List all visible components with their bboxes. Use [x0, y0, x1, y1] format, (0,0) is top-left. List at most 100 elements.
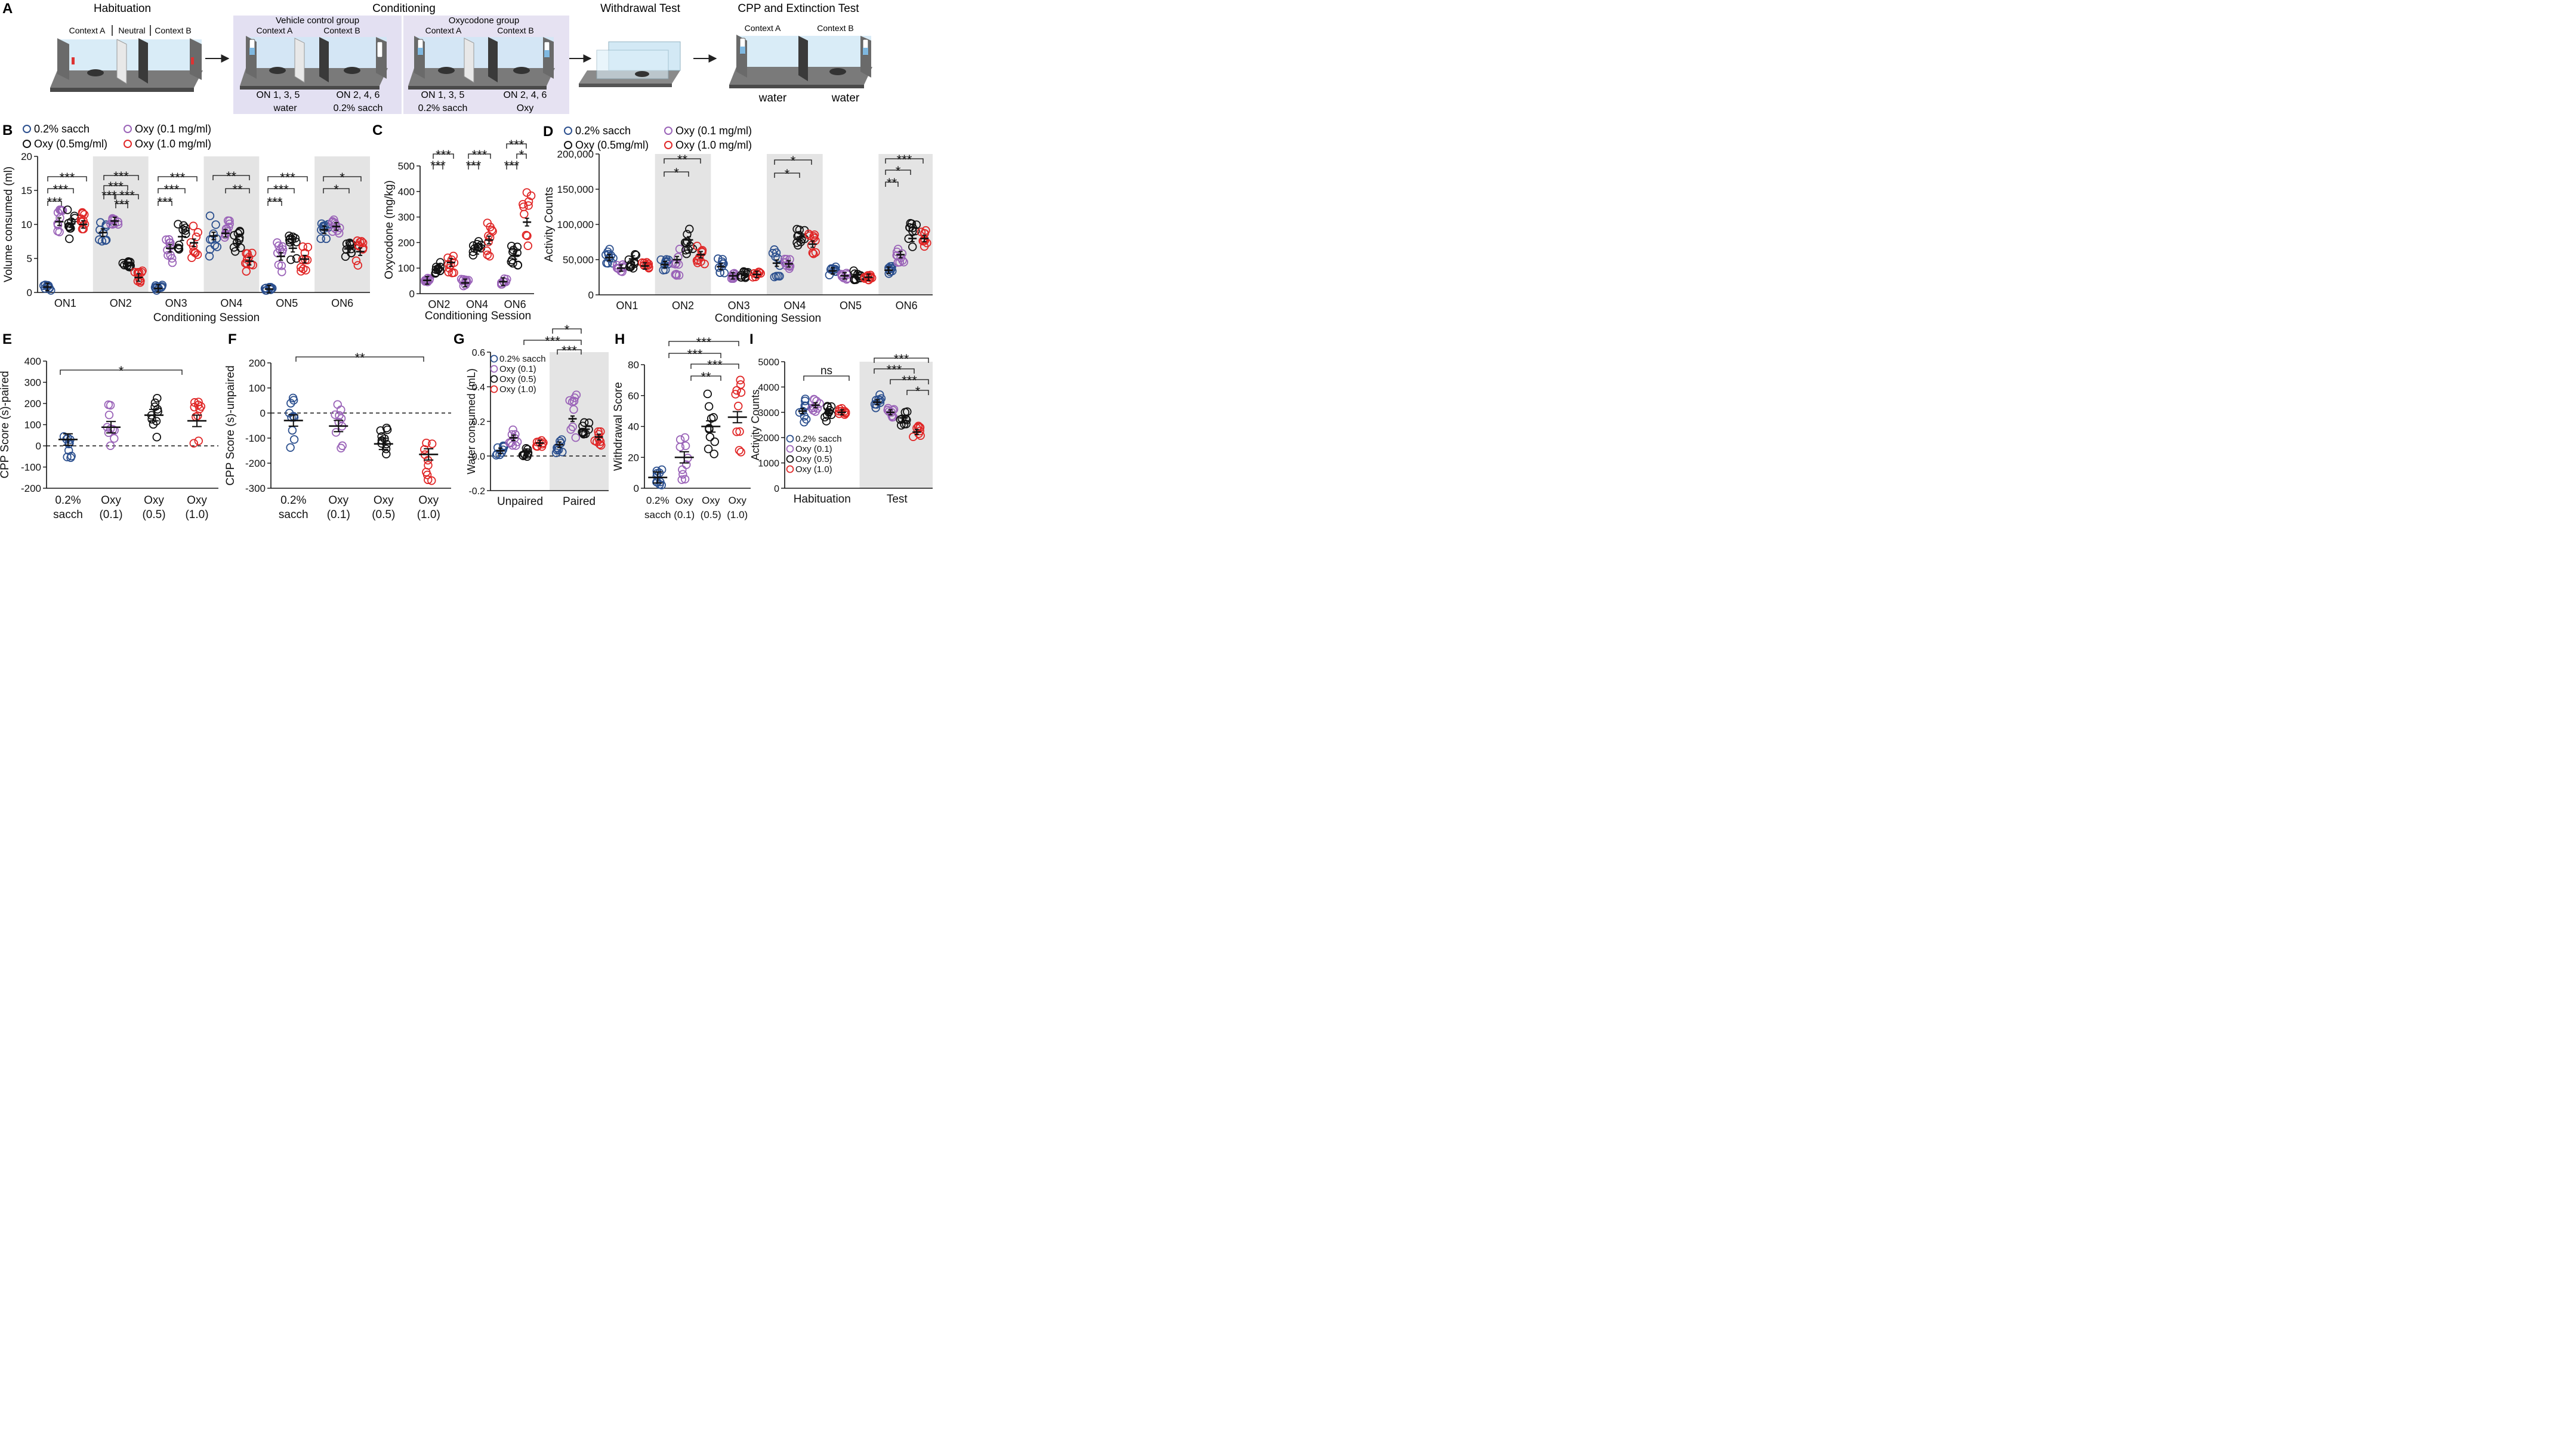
data-point-d: [808, 248, 817, 257]
data-point-h: [680, 475, 690, 483]
data-point-b: [225, 219, 234, 229]
data-point-g: [508, 425, 517, 435]
data-point-b: [78, 208, 87, 217]
data-point-b: [78, 224, 87, 233]
vehicle-apparatus: [240, 36, 388, 90]
data-point-d: [911, 226, 920, 236]
data-point-i: [822, 417, 831, 426]
data-point-b: [205, 211, 215, 220]
data-point-c: [449, 251, 458, 261]
data-point-g: [584, 418, 594, 427]
data-point-c: [462, 276, 471, 285]
data-point-b: [179, 221, 188, 230]
y-tick-label-F: -200: [245, 458, 266, 469]
data-point-g: [508, 441, 517, 450]
data-point-d: [899, 257, 908, 267]
oxy-context-a: Context A: [425, 26, 462, 35]
y-tick-label-E: 0: [36, 440, 41, 452]
legend-label-i: Oxy (1.0): [795, 464, 832, 475]
x-tick-label-i: Test: [887, 493, 908, 506]
sig-label-h: **: [701, 369, 711, 384]
legend-b: 0.2% sacch Oxy (0.1 mg/ml) Oxy (0.5mg/ml…: [23, 123, 211, 150]
data-point-f: [331, 428, 341, 437]
data-point-f: [286, 443, 295, 452]
x-tick-label-e: sacch: [53, 509, 83, 521]
data-point-d: [804, 229, 813, 239]
legend-b-oxy05: Oxy (0.5mg/ml): [34, 138, 107, 150]
data-point-b: [248, 248, 257, 258]
data-point-c: [444, 260, 453, 269]
data-point-h: [677, 475, 686, 484]
data-point-g: [596, 437, 605, 446]
y-tick-label-C: 400: [398, 186, 415, 198]
data-point-f: [427, 476, 436, 485]
data-point-d: [685, 224, 694, 233]
sig-label-b: ***: [267, 195, 283, 209]
data-point-d: [692, 256, 702, 265]
data-point-h: [732, 427, 741, 436]
sig-label-b: ***: [53, 182, 69, 197]
sig-bracket-d: [664, 158, 701, 164]
y-tick-label-D: 50,000: [563, 254, 594, 266]
data-point-d: [674, 252, 683, 261]
sig-bracket-f: [295, 356, 424, 362]
sig-bracket-d: [664, 171, 689, 177]
sig-label-g: ***: [545, 334, 560, 349]
x-axis-title-D: Conditioning Session: [715, 312, 822, 325]
data-point-h: [731, 390, 740, 399]
legend-marker-i: [786, 455, 794, 463]
y-tick-label-D: 150,000: [557, 184, 594, 195]
sig-bracket-e: [60, 369, 183, 375]
data-point-b: [164, 235, 174, 244]
data-point-d: [917, 227, 926, 236]
data-point-d: [672, 271, 681, 280]
data-point-b: [181, 226, 190, 235]
panel-letter-a: A: [2, 1, 13, 17]
y-tick-label-E: 300: [24, 377, 41, 389]
x-tick-label-f: Oxy: [418, 494, 439, 507]
panel-b: 0 5 10 15 20 Volume consumed (ml) Conditioning…: [2, 151, 370, 324]
sig-bracket-b: [323, 188, 350, 193]
data-point-b: [189, 221, 198, 230]
x-tick-label-c: ON4: [466, 298, 488, 310]
legend-label-i: Oxy (0.1): [795, 444, 832, 454]
panel-letter-h: H: [615, 331, 625, 347]
data-point-c: [522, 230, 531, 240]
x-tick-label-h: Oxy: [675, 495, 694, 506]
vehicle-on-b: ON 2, 4, 6: [337, 90, 380, 100]
sig-bracket-b: [115, 203, 128, 208]
data-point-h: [704, 402, 714, 411]
legend-marker-i: [786, 445, 794, 453]
y-tick-label-C: 100: [398, 263, 415, 274]
y-tick-label-B: 0: [27, 287, 32, 298]
legend-label-g: Oxy (0.5): [499, 374, 536, 384]
data-point-c: [526, 191, 536, 201]
sig-bracket-b: [47, 188, 74, 193]
vehicle-sol-a: water: [273, 103, 297, 113]
y-tick-label-I: 0: [774, 484, 779, 494]
sig-label-g: *: [564, 322, 570, 337]
y-tick-label-H: 40: [628, 421, 639, 433]
y-axis-title-C: Oxycodone (mg/kg): [383, 180, 396, 279]
sig-label-c: ***: [436, 147, 451, 162]
cpp-sol-a: water: [758, 92, 787, 104]
sig-label-c: *: [519, 147, 525, 162]
panel-letter-b: B: [2, 122, 13, 138]
data-point-g: [579, 430, 588, 439]
data-point-g: [568, 422, 577, 432]
data-point-d: [693, 241, 702, 251]
data-point-g: [565, 396, 574, 405]
data-point-d: [671, 270, 680, 279]
x-tick-label-h: sacch: [644, 509, 671, 520]
y-tick-label-C: 300: [398, 212, 415, 223]
sig-bracket-g: [523, 340, 582, 345]
data-point-b: [212, 242, 222, 251]
oxy-on-b: ON 2, 4, 6: [504, 90, 547, 100]
sig-bracket-g: [557, 349, 582, 355]
data-point-b: [242, 249, 251, 258]
data-point-i: [801, 402, 810, 411]
legend-label-g: 0.2% sacch: [499, 354, 546, 364]
data-point-b: [322, 234, 331, 244]
sig-bracket-c: [468, 164, 479, 170]
sig-label-i: ns: [820, 365, 832, 377]
